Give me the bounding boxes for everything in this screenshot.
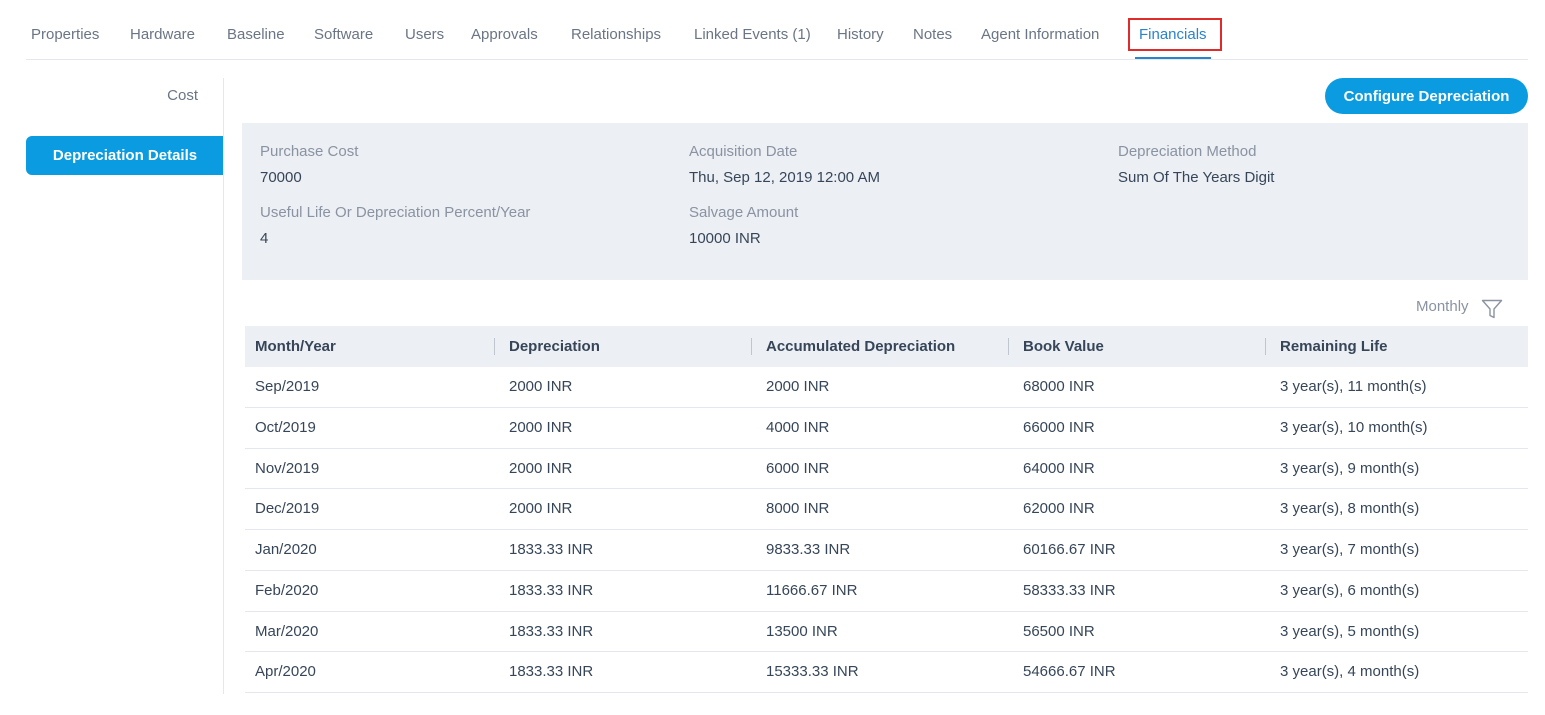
sidebar-divider — [223, 78, 224, 694]
cell-depreciation: 1833.33 INR — [509, 622, 594, 640]
cell-month-year: Apr/2020 — [255, 663, 316, 681]
cell-book-value: 58333.33 INR — [1023, 581, 1116, 599]
cell-depreciation: 1833.33 INR — [509, 541, 594, 558]
tab-linked-events[interactable]: Linked Events (1) — [694, 26, 811, 43]
column-separator[interactable] — [1008, 338, 1009, 355]
depreciation-method-value: Sum Of The Years Digit — [1118, 169, 1275, 186]
tab-approvals[interactable]: Approvals — [471, 26, 538, 43]
table-row: Sep/2019 2000 INR 2000 INR 68000 INR 3 y… — [245, 367, 1528, 408]
table-row: Oct/2019 2000 INR 4000 INR 66000 INR 3 y… — [245, 408, 1528, 449]
cell-book-value: 66000 INR — [1023, 418, 1095, 436]
cell-book-value: 68000 INR — [1023, 378, 1095, 395]
depreciation-summary-panel: Purchase Cost 70000 Acquisition Date Thu… — [242, 123, 1528, 280]
highlight-box — [1128, 18, 1222, 51]
cell-remaining-life: 3 year(s), 6 month(s) — [1280, 581, 1420, 599]
cell-depreciation: 2000 INR — [509, 418, 573, 436]
cell-book-value: 56500 INR — [1023, 622, 1095, 640]
period-selector[interactable]: Monthly — [1416, 298, 1469, 315]
cell-book-value: 60166.67 INR — [1023, 541, 1116, 558]
cell-book-value: 64000 INR — [1023, 459, 1095, 477]
tab-baseline[interactable]: Baseline — [227, 26, 285, 43]
useful-life-label: Useful Life Or Depreciation Percent/Year — [260, 204, 531, 221]
configure-depreciation-button[interactable]: Configure Depreciation — [1325, 78, 1528, 114]
sidebar-item-label: Depreciation Details — [52, 147, 198, 164]
cell-remaining-life: 3 year(s), 8 month(s) — [1280, 500, 1420, 518]
tab-users[interactable]: Users — [405, 26, 445, 43]
table-row: Mar/2020 1833.33 INR 13500 INR 56500 INR… — [245, 612, 1528, 653]
cell-depreciation: 2000 INR — [509, 378, 573, 395]
cell-remaining-life: 3 year(s), 7 month(s) — [1280, 541, 1420, 558]
cell-month-year: Mar/2020 — [255, 622, 319, 640]
column-header-accumulated-depreciation[interactable]: Accumulated Depreciation — [766, 338, 956, 355]
cell-month-year: Oct/2019 — [255, 418, 316, 436]
tab-software[interactable]: Software — [314, 26, 374, 43]
cell-depreciation: 1833.33 INR — [509, 663, 594, 681]
column-header-month-year[interactable]: Month/Year — [255, 338, 336, 355]
acquisition-date-label: Acquisition Date — [689, 143, 798, 160]
cell-accumulated-depreciation: 15333.33 INR — [766, 663, 859, 681]
salvage-amount-value: 10000 INR — [689, 230, 761, 247]
depreciation-table: Month/Year Depreciation Accumulated Depr… — [245, 326, 1528, 693]
cell-remaining-life: 3 year(s), 10 month(s) — [1280, 418, 1428, 436]
cell-accumulated-depreciation: 2000 INR — [766, 378, 830, 395]
column-header-remaining-life[interactable]: Remaining Life — [1280, 338, 1388, 355]
column-separator[interactable] — [1265, 338, 1266, 355]
cell-depreciation: 1833.33 INR — [509, 581, 594, 599]
cell-book-value: 54666.67 INR — [1023, 663, 1116, 681]
cell-accumulated-depreciation: 11666.67 INR — [766, 581, 858, 599]
cell-accumulated-depreciation: 4000 INR — [766, 418, 830, 436]
cell-remaining-life: 3 year(s), 11 month(s) — [1280, 378, 1427, 395]
table-row: Apr/2020 1833.33 INR 15333.33 INR 54666.… — [245, 652, 1528, 693]
tab-agent-information[interactable]: Agent Information — [981, 26, 1100, 43]
column-separator[interactable] — [494, 338, 495, 355]
column-separator[interactable] — [751, 338, 752, 355]
active-tab-indicator — [1135, 57, 1211, 60]
cell-depreciation: 2000 INR — [509, 459, 573, 477]
tab-financials[interactable]: Financials — [1139, 26, 1207, 43]
cell-accumulated-depreciation: 13500 INR — [766, 622, 838, 640]
cell-accumulated-depreciation: 9833.33 INR — [766, 541, 851, 558]
cell-book-value: 62000 INR — [1023, 500, 1095, 518]
tab-history[interactable]: History — [837, 26, 884, 43]
table-row: Nov/2019 2000 INR 6000 INR 64000 INR 3 y… — [245, 449, 1528, 490]
tab-divider — [26, 59, 1528, 60]
cell-remaining-life: 3 year(s), 5 month(s) — [1280, 622, 1420, 640]
tab-relationships[interactable]: Relationships — [571, 26, 662, 43]
cell-month-year: Feb/2020 — [255, 581, 319, 599]
tab-bar: Properties Hardware Baseline Software Us… — [0, 0, 1545, 60]
cell-month-year: Sep/2019 — [255, 378, 320, 395]
cell-month-year: Nov/2019 — [255, 459, 320, 477]
sidebar-item-depreciation-details[interactable]: Depreciation Details — [26, 136, 224, 175]
tab-hardware[interactable]: Hardware — [130, 26, 196, 43]
purchase-cost-value: 70000 — [260, 169, 302, 186]
cell-month-year: Dec/2019 — [255, 500, 320, 518]
table-row: Feb/2020 1833.33 INR 11666.67 INR 58333.… — [245, 571, 1528, 612]
sidebar-item-cost[interactable]: Cost — [167, 87, 198, 104]
depreciation-method-label: Depreciation Method — [1118, 143, 1257, 160]
salvage-amount-label: Salvage Amount — [689, 204, 799, 221]
acquisition-date-value: Thu, Sep 12, 2019 12:00 AM — [689, 169, 880, 186]
column-header-depreciation[interactable]: Depreciation — [509, 338, 600, 355]
cell-accumulated-depreciation: 8000 INR — [766, 500, 830, 518]
cell-remaining-life: 3 year(s), 9 month(s) — [1280, 459, 1420, 477]
useful-life-value: 4 — [260, 230, 269, 247]
tab-notes[interactable]: Notes — [913, 26, 953, 43]
cell-remaining-life: 3 year(s), 4 month(s) — [1280, 663, 1420, 681]
table-row: Jan/2020 1833.33 INR 9833.33 INR 60166.6… — [245, 530, 1528, 571]
table-header: Month/Year Depreciation Accumulated Depr… — [245, 326, 1528, 367]
column-header-book-value[interactable]: Book Value — [1023, 338, 1104, 355]
cell-accumulated-depreciation: 6000 INR — [766, 459, 830, 477]
tab-properties[interactable]: Properties — [31, 26, 100, 43]
purchase-cost-label: Purchase Cost — [260, 143, 359, 160]
filter-icon[interactable] — [1481, 299, 1503, 319]
table-row: Dec/2019 2000 INR 8000 INR 62000 INR 3 y… — [245, 489, 1528, 530]
cell-depreciation: 2000 INR — [509, 500, 573, 518]
cell-month-year: Jan/2020 — [255, 541, 317, 558]
